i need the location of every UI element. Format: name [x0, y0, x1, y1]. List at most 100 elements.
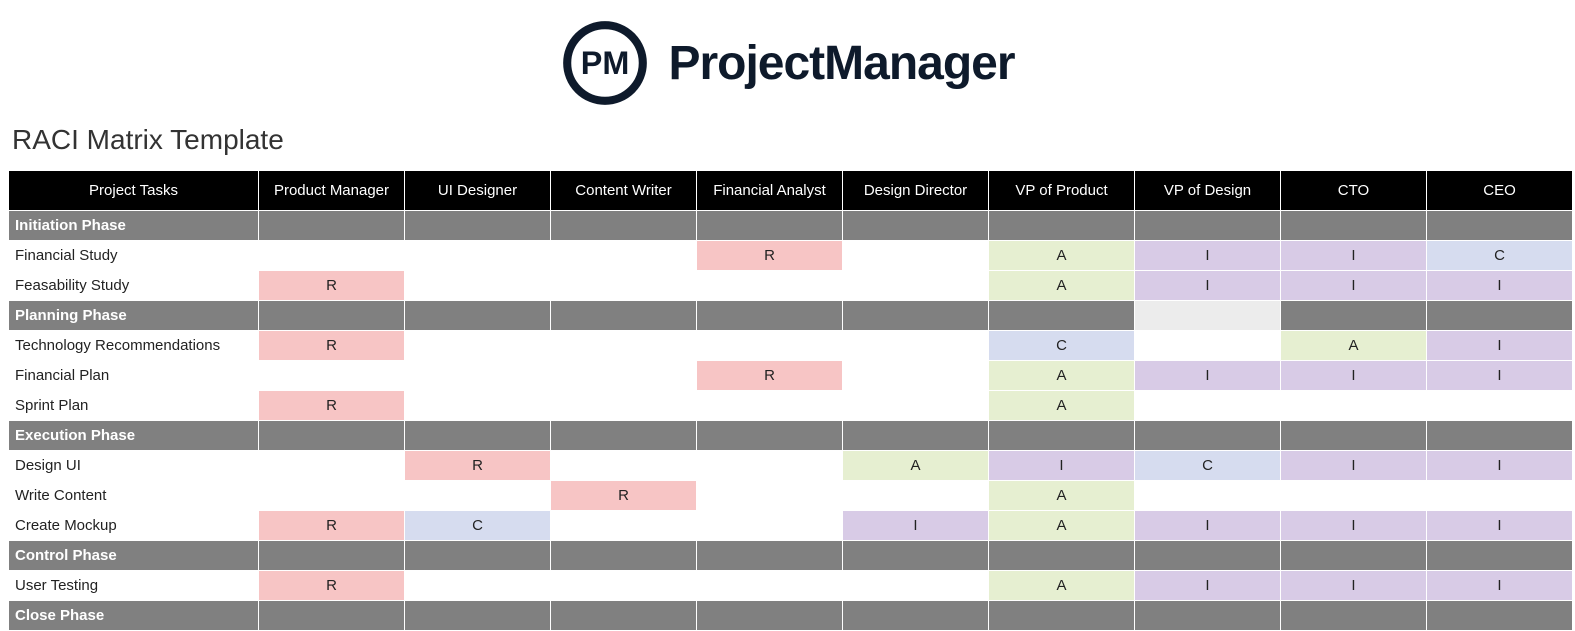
phase-blank-cell: [1427, 601, 1573, 631]
task-label: Technology Recommendations: [9, 331, 259, 361]
phase-blank-cell: [1281, 211, 1427, 241]
col-role: Content Writer: [551, 171, 697, 211]
phase-blank-cell: [989, 421, 1135, 451]
raci-cell: [843, 571, 989, 601]
task-label: Write Content: [9, 481, 259, 511]
raci-cell: [1281, 391, 1427, 421]
phase-label: Close Phase: [9, 601, 259, 631]
raci-cell: A: [1281, 331, 1427, 361]
phase-blank-cell: [697, 541, 843, 571]
phase-blank-cell: [1135, 301, 1281, 331]
task-row: Create MockupRCIAIII: [9, 511, 1573, 541]
phase-row: Execution Phase: [9, 421, 1573, 451]
task-row: User TestingRAIII: [9, 571, 1573, 601]
task-label: User Testing: [9, 571, 259, 601]
raci-cell: [697, 451, 843, 481]
phase-blank-cell: [551, 421, 697, 451]
phase-blank-cell: [551, 601, 697, 631]
raci-cell: [405, 241, 551, 271]
task-row: Technology RecommendationsRCAI: [9, 331, 1573, 361]
raci-cell: A: [989, 511, 1135, 541]
header-row: Project TasksProduct ManagerUI DesignerC…: [9, 171, 1573, 211]
page-title: RACI Matrix Template: [0, 116, 1575, 170]
phase-blank-cell: [989, 601, 1135, 631]
raci-cell: C: [1427, 241, 1573, 271]
task-label: Financial Plan: [9, 361, 259, 391]
phase-row: Initiation Phase: [9, 211, 1573, 241]
raci-cell: I: [1281, 571, 1427, 601]
phase-blank-cell: [405, 211, 551, 241]
phase-blank-cell: [259, 301, 405, 331]
phase-blank-cell: [989, 541, 1135, 571]
phase-blank-cell: [1281, 601, 1427, 631]
phase-blank-cell: [989, 301, 1135, 331]
task-row: Feasability StudyRAIII: [9, 271, 1573, 301]
raci-cell: A: [989, 571, 1135, 601]
phase-blank-cell: [259, 421, 405, 451]
raci-cell: I: [1427, 571, 1573, 601]
phase-blank-cell: [1135, 601, 1281, 631]
raci-cell: A: [989, 391, 1135, 421]
raci-cell: [259, 361, 405, 391]
raci-cell: [405, 271, 551, 301]
phase-blank-cell: [1427, 301, 1573, 331]
raci-cell: R: [259, 571, 405, 601]
phase-blank-cell: [697, 211, 843, 241]
raci-cell: [843, 391, 989, 421]
brand-header: PM ProjectManager: [0, 0, 1575, 116]
col-role: Design Director: [843, 171, 989, 211]
brand-name: ProjectManager: [668, 36, 1014, 91]
task-label: Feasability Study: [9, 271, 259, 301]
phase-blank-cell: [697, 421, 843, 451]
raci-cell: [843, 481, 989, 511]
phase-blank-cell: [1281, 541, 1427, 571]
phase-blank-cell: [1427, 541, 1573, 571]
task-label: Sprint Plan: [9, 391, 259, 421]
raci-cell: A: [989, 481, 1135, 511]
raci-cell: [1427, 481, 1573, 511]
raci-cell: R: [259, 391, 405, 421]
raci-cell: I: [1281, 271, 1427, 301]
col-role: CTO: [1281, 171, 1427, 211]
phase-label: Initiation Phase: [9, 211, 259, 241]
raci-cell: [405, 361, 551, 391]
raci-cell: [551, 511, 697, 541]
col-role: VP of Product: [989, 171, 1135, 211]
phase-blank-cell: [551, 541, 697, 571]
raci-cell: [1427, 391, 1573, 421]
raci-cell: [697, 331, 843, 361]
phase-blank-cell: [259, 211, 405, 241]
raci-cell: I: [1281, 241, 1427, 271]
raci-cell: I: [1135, 361, 1281, 391]
raci-cell: I: [1427, 361, 1573, 391]
raci-cell: A: [989, 271, 1135, 301]
raci-cell: [405, 571, 551, 601]
raci-cell: [697, 391, 843, 421]
col-role: CEO: [1427, 171, 1573, 211]
raci-cell: [697, 571, 843, 601]
raci-cell: R: [259, 511, 405, 541]
raci-cell: I: [1427, 331, 1573, 361]
phase-blank-cell: [1281, 421, 1427, 451]
phase-blank-cell: [259, 541, 405, 571]
phase-blank-cell: [843, 541, 989, 571]
col-role: Product Manager: [259, 171, 405, 211]
phase-blank-cell: [551, 211, 697, 241]
phase-blank-cell: [697, 601, 843, 631]
raci-cell: I: [1427, 511, 1573, 541]
raci-cell: [259, 481, 405, 511]
col-role: UI Designer: [405, 171, 551, 211]
raci-cell: [259, 241, 405, 271]
raci-cell: [1135, 391, 1281, 421]
raci-cell: R: [551, 481, 697, 511]
raci-cell: I: [1427, 271, 1573, 301]
pm-logo-icon: PM: [560, 18, 650, 108]
task-row: Design UIRAICII: [9, 451, 1573, 481]
phase-label: Planning Phase: [9, 301, 259, 331]
raci-cell: [1135, 331, 1281, 361]
col-role: Financial Analyst: [697, 171, 843, 211]
col-role: VP of Design: [1135, 171, 1281, 211]
raci-cell: [697, 481, 843, 511]
raci-cell: I: [1281, 361, 1427, 391]
phase-blank-cell: [259, 601, 405, 631]
